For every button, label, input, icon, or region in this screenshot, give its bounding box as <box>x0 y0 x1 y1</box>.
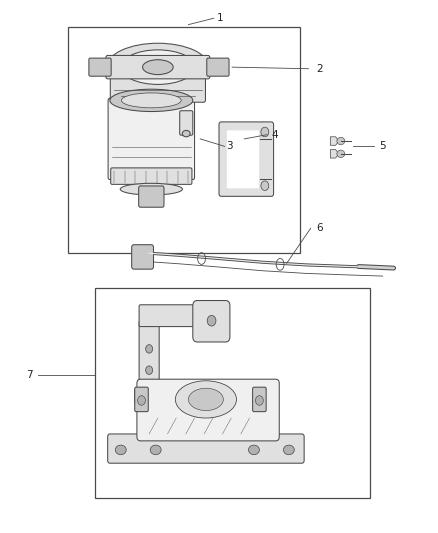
FancyBboxPatch shape <box>108 98 194 180</box>
Ellipse shape <box>248 445 259 455</box>
Circle shape <box>146 345 152 353</box>
Ellipse shape <box>188 388 223 410</box>
Circle shape <box>261 181 269 190</box>
FancyBboxPatch shape <box>193 301 230 342</box>
Circle shape <box>207 316 216 326</box>
FancyBboxPatch shape <box>89 58 111 76</box>
FancyBboxPatch shape <box>253 387 266 411</box>
FancyBboxPatch shape <box>227 131 259 188</box>
Ellipse shape <box>110 89 193 111</box>
Ellipse shape <box>175 381 237 418</box>
Ellipse shape <box>121 93 181 108</box>
FancyBboxPatch shape <box>207 58 229 76</box>
Ellipse shape <box>150 445 161 455</box>
FancyBboxPatch shape <box>108 434 304 463</box>
Circle shape <box>138 395 145 405</box>
FancyBboxPatch shape <box>139 305 203 327</box>
Ellipse shape <box>143 60 173 75</box>
FancyBboxPatch shape <box>219 122 274 196</box>
Polygon shape <box>330 137 337 146</box>
Text: 1: 1 <box>216 13 223 23</box>
Ellipse shape <box>106 43 209 91</box>
Circle shape <box>255 395 263 405</box>
Text: 3: 3 <box>226 141 233 151</box>
FancyBboxPatch shape <box>180 111 193 135</box>
Ellipse shape <box>337 138 345 145</box>
Polygon shape <box>330 150 337 158</box>
Circle shape <box>146 366 152 374</box>
Text: 2: 2 <box>316 64 323 74</box>
Text: 4: 4 <box>272 130 278 140</box>
Text: 7: 7 <box>26 370 32 381</box>
Ellipse shape <box>121 50 195 84</box>
FancyBboxPatch shape <box>139 321 159 395</box>
FancyBboxPatch shape <box>106 55 210 79</box>
Bar <box>95 288 370 498</box>
FancyBboxPatch shape <box>132 245 153 269</box>
Text: 5: 5 <box>379 141 386 151</box>
FancyBboxPatch shape <box>137 379 279 441</box>
Ellipse shape <box>283 445 294 455</box>
Ellipse shape <box>120 183 183 195</box>
FancyBboxPatch shape <box>135 390 168 403</box>
Ellipse shape <box>337 150 345 158</box>
FancyBboxPatch shape <box>110 72 205 102</box>
Bar <box>68 27 300 253</box>
Ellipse shape <box>115 445 126 455</box>
Circle shape <box>261 127 269 137</box>
FancyBboxPatch shape <box>139 186 164 207</box>
FancyBboxPatch shape <box>111 168 192 184</box>
Text: 6: 6 <box>316 223 323 233</box>
FancyBboxPatch shape <box>135 387 148 411</box>
Ellipse shape <box>182 131 190 137</box>
